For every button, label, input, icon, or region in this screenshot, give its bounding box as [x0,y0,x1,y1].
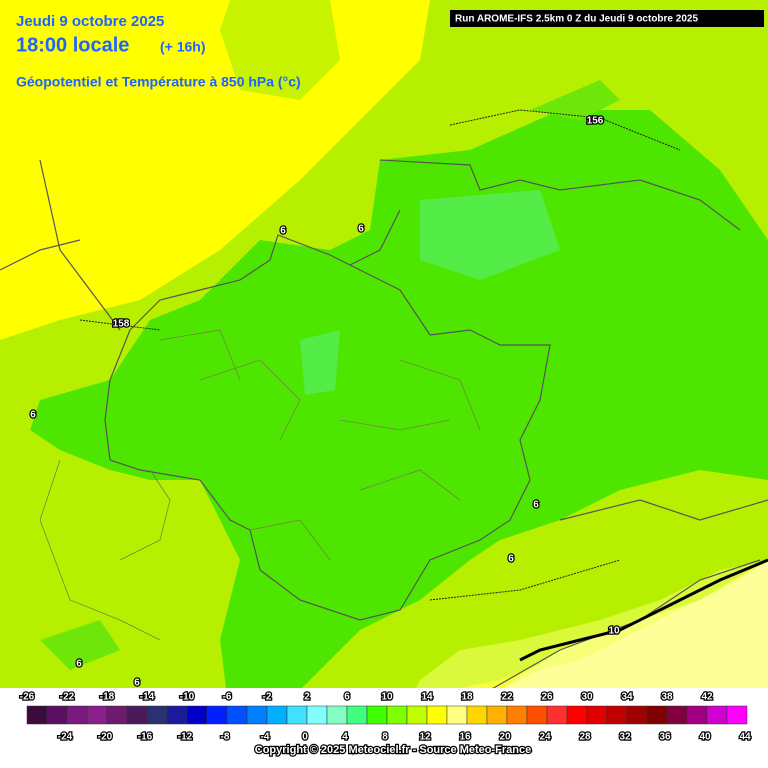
legend-cell [146,705,168,725]
copyright: Copyright © 2025 Meteociel.fr - Source M… [255,744,531,756]
legend-label: -6 [223,692,232,703]
coastline [519,558,768,662]
legend-cell [366,705,388,725]
zone-12 [220,0,340,100]
legend-label: -20 [98,732,113,743]
legend-label: -4 [261,732,270,743]
legend-cell [26,705,48,725]
legend-cell [626,705,648,725]
legend-label: -12 [178,732,193,743]
legend-label: 42 [701,692,713,703]
legend-cell [126,705,148,725]
legend-cell [226,705,248,725]
legend-label: -10 [180,692,195,703]
zone-4 [300,190,560,395]
legend-label: -22 [60,692,75,703]
legend-cell [446,705,468,725]
legend-cell [166,705,188,725]
legend-cell [546,705,568,725]
legend-cell [486,705,508,725]
legend-cell [306,705,328,725]
legend-cell [686,705,708,725]
legend-cell [386,705,408,725]
region-border [39,329,481,641]
legend-label: -14 [140,692,155,703]
legend-cell [726,705,748,725]
legend-label: 18 [461,692,473,703]
legend-label: 36 [659,732,671,743]
legend-cell [86,705,108,725]
contour-label: 10 [608,626,620,637]
legend-label: 44 [739,732,751,743]
legend-label: 20 [499,732,511,743]
legend-cell [506,705,528,725]
time: 18:00 locale [16,34,129,56]
legend-cell [346,705,368,725]
legend-label: 4 [342,732,348,743]
contour-label: 156 [587,116,604,127]
field: Géopotentiel et Température à 850 hPa (°… [16,74,301,90]
legend-cell [706,705,728,725]
legend-cell [586,705,608,725]
legend-label: 30 [581,692,593,703]
contour-label: 6 [533,500,539,511]
contour-label: 6 [508,554,514,565]
legend-label: 22 [501,692,513,703]
run-box [450,10,764,27]
legend-label: 26 [541,692,553,703]
legend-label: 40 [699,732,711,743]
legend-label: -24 [58,732,73,743]
legend-cell [266,705,288,725]
legend-cell [406,705,428,725]
legend-label: 8 [382,732,388,743]
legend-label: -18 [100,692,115,703]
contour-label: 6 [76,659,82,670]
legend-label: 16 [459,732,471,743]
legend-cell [46,705,68,725]
legend-cell [66,705,88,725]
legend-cell [206,705,228,725]
contour [79,109,681,601]
country-border [104,234,551,621]
legend-label: -8 [221,732,230,743]
legend-label: 2 [304,692,310,703]
run: Run AROME-IFS 2.5km 0 Z du Jeudi 9 octob… [455,14,698,25]
legend-cell [186,705,208,725]
legend-cell [106,705,128,725]
legend-cell [606,705,628,725]
contour-label: 6 [30,410,36,421]
legend-label: 24 [539,732,551,743]
legend-label: 10 [381,692,393,703]
offset: (+ 16h) [160,39,206,55]
legend-cell [326,705,348,725]
legend-cell [286,705,308,725]
legend-label: 28 [579,732,591,743]
legend-label: 34 [621,692,633,703]
legend-cell [646,705,668,725]
legend-label: 0 [302,732,308,743]
legend-label: -16 [138,732,153,743]
border [0,159,768,691]
legend-cell [666,705,688,725]
contour-label: 6 [280,226,286,237]
legend-cell [566,705,588,725]
contour-label: 158 [113,319,130,330]
contour-label: 6 [134,678,140,689]
legend-label: 32 [619,732,631,743]
legend-label: 6 [344,692,350,703]
legend-label: 12 [419,732,431,743]
legend-cell [526,705,548,725]
zone-6 [30,110,768,720]
legend-label: -26 [20,692,35,703]
legend-label: 38 [661,692,673,703]
date: Jeudi 9 octobre 2025 [16,13,164,30]
contour-label: 6 [358,224,364,235]
legend-label: 14 [421,692,433,703]
legend-label: -2 [263,692,272,703]
legend-cell [466,705,488,725]
legend-cell [426,705,448,725]
legend-bg [0,688,768,768]
legend-cell [246,705,268,725]
